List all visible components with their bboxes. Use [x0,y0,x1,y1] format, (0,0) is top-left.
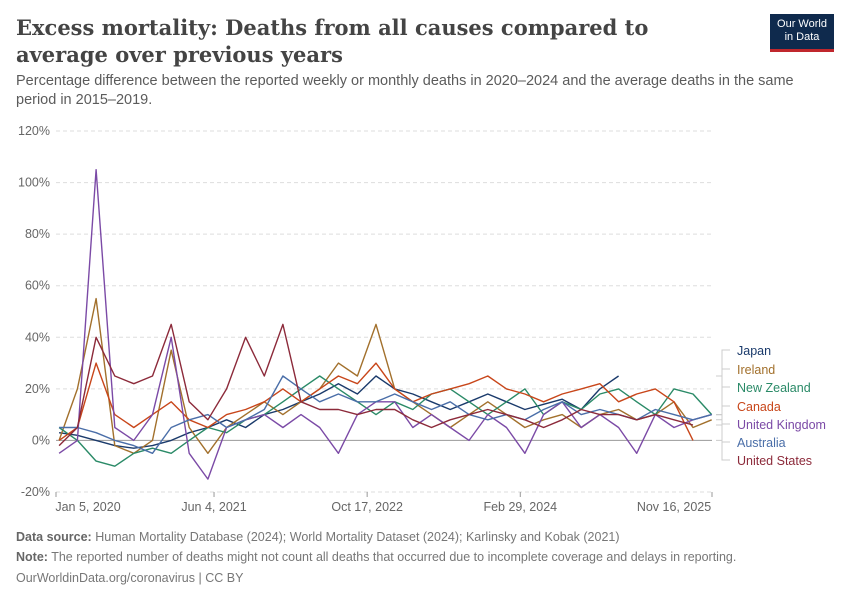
legend-label[interactable]: United Kingdom [737,418,826,432]
y-tick-label: 100% [18,176,50,190]
legend-connector [716,368,730,421]
series-line-new-zealand [58,375,713,467]
owid-logo[interactable]: Our World in Data [770,14,834,52]
legend-label[interactable]: Australia [737,436,786,450]
legend-connector [716,414,730,443]
source-text[interactable]: Human Mortality Database (2024); World M… [95,530,620,544]
legend-label[interactable]: Japan [737,344,771,358]
source-label: Data source: [16,530,92,544]
x-tick-label: Jun 4, 2021 [181,500,246,514]
note-text: The reported number of deaths might not … [51,550,737,564]
footer-url[interactable]: OurWorldinData.org/coronavirus | CC BY [16,571,244,585]
legend-connector [716,349,730,377]
y-tick-label: 60% [25,279,50,293]
x-tick-label: Nov 16, 2025 [637,500,711,514]
series-line-united-kingdom [58,168,712,480]
legend-connector [716,424,730,461]
y-tick-label: 80% [25,227,50,241]
x-tick-label: Feb 29, 2024 [483,500,557,514]
legend-connector [716,386,730,416]
note: Note: The reported number of deaths migh… [16,550,736,564]
series-line-canada [58,362,694,441]
chart-title: Excess mortality: Deaths from all causes… [16,15,649,67]
y-tick-label: 120% [18,124,50,138]
y-tick-label: 20% [25,382,50,396]
series-line-ireland [58,297,712,454]
y-tick-label: 0% [32,433,50,447]
legend-label[interactable]: Canada [737,400,781,414]
data-source: Data source: Human Mortality Database (2… [16,530,620,544]
note-label: Note: [16,550,48,564]
x-tick-label: Jan 5, 2020 [55,500,120,514]
legend-label[interactable]: New Zealand [737,381,811,395]
legend-connector [716,405,730,441]
series-line-australia [59,375,712,454]
y-tick-label: -20% [21,485,50,499]
series-line-japan [59,375,619,449]
chart-subtitle: Percentage difference between the report… [16,73,794,108]
x-tick-label: Oct 17, 2022 [331,500,403,514]
y-tick-label: 40% [25,330,50,344]
legend-label[interactable]: United States [737,454,812,468]
series-line-united-states [58,323,694,447]
legend-label[interactable]: Ireland [737,363,775,377]
